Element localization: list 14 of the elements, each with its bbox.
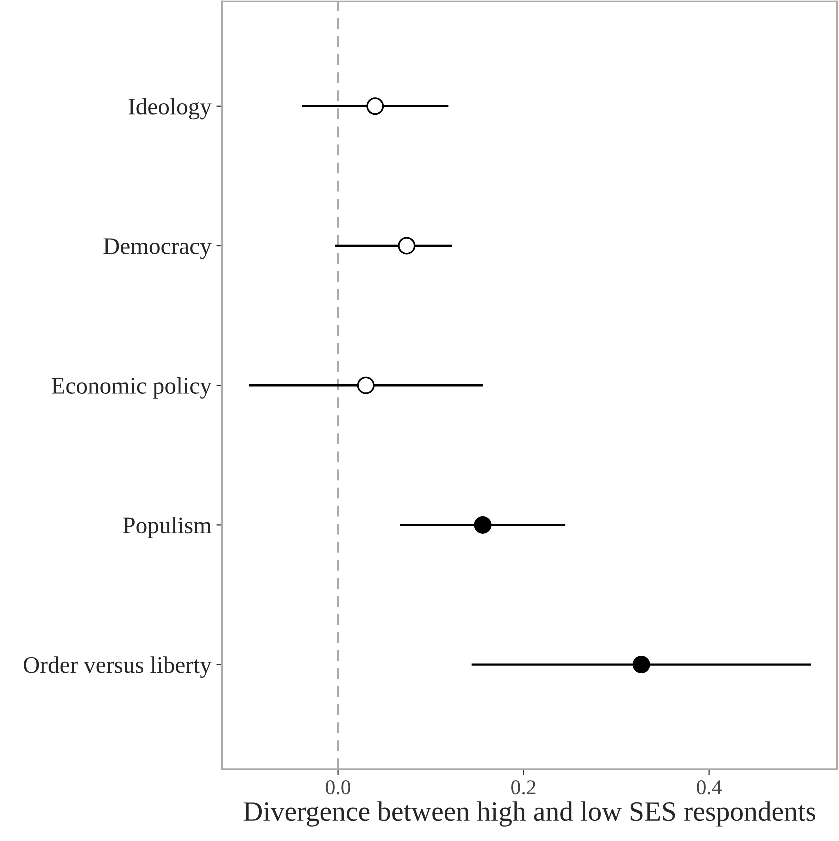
- point: [398, 237, 416, 255]
- point: [357, 376, 375, 394]
- point: [366, 98, 384, 116]
- x-tick-label: 0.0: [326, 780, 351, 795]
- y-tick-label: Democracy: [104, 238, 212, 260]
- x-tick-label: 0.2: [512, 780, 536, 795]
- point: [474, 516, 492, 534]
- x-tick-label: 0.4: [697, 780, 722, 795]
- y-tick-label: Economic policy: [52, 377, 212, 399]
- y-tick-label: Order versus liberty: [24, 656, 212, 678]
- y-tick-label: Ideology: [128, 98, 212, 120]
- point: [632, 656, 650, 674]
- x-axis-title: Divergence between high and low SES respondents: [244, 802, 816, 827]
- y-tick-label: Populism: [123, 517, 212, 538]
